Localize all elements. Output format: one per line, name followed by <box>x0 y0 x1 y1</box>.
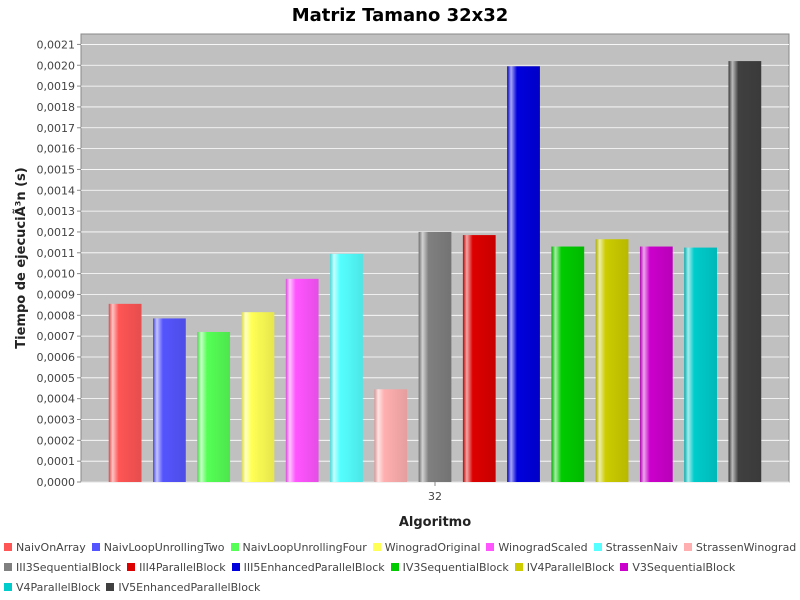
bar-III4ParallelBlock <box>462 235 496 482</box>
legend-item: III5EnhancedParallelBlock <box>231 560 385 574</box>
legend-swatch <box>593 543 602 551</box>
x-axis: 32 <box>428 482 442 503</box>
bar-V4ParallelBlock <box>684 247 717 482</box>
legend-label: IV3SequentialBlock <box>402 560 509 574</box>
legend-item: NaivLoopUnrollingFour <box>230 540 367 554</box>
bar-StrassenNaiv <box>330 253 363 482</box>
y-tick-label: 0,0006 <box>37 351 76 364</box>
x-tick-label: 32 <box>428 490 442 503</box>
y-tick-label: 0,0018 <box>37 101 76 114</box>
legend-label: V4ParallelBlock <box>16 580 101 594</box>
legend-swatch <box>390 563 399 571</box>
chart-title: Matriz Tamano 32x32 <box>292 5 509 26</box>
legend-swatch <box>514 563 523 571</box>
bar-IV4ParallelBlock <box>595 239 629 482</box>
legend-item: WinogradScaled <box>486 540 588 554</box>
y-axis-label: Tiempo de ejecuciÃ³n (s) <box>13 167 29 348</box>
legend-label: NaivLoopUnrollingFour <box>242 540 367 554</box>
bar-WinogradOriginal <box>241 312 275 482</box>
x-axis-label: Algoritmo <box>399 515 471 530</box>
y-tick-label: 0,0001 <box>37 455 76 468</box>
y-tick-label: 0,0007 <box>37 330 76 343</box>
legend-swatch <box>620 563 629 571</box>
bar-III3SequentialBlock <box>418 231 452 482</box>
bar-NaivLoopUnrollingTwo <box>153 318 186 482</box>
legend-item: III3SequentialBlock <box>4 561 121 574</box>
legend-label: V3SequentialBlock <box>632 560 736 574</box>
y-tick-label: 0,0003 <box>37 413 76 426</box>
y-tick-label: 0,0014 <box>37 184 76 197</box>
y-tick-label: 0,0005 <box>37 372 76 385</box>
legend-label: III4ParallelBlock <box>139 560 226 574</box>
legend-item: V4ParallelBlock <box>4 581 100 594</box>
y-tick-label: 0,0010 <box>37 268 76 281</box>
bar-III5EnhancedParallelBlock <box>507 66 540 483</box>
legend-swatch <box>230 543 239 551</box>
legend-label: StrassenNaiv <box>605 540 678 554</box>
bars <box>108 61 762 483</box>
legend-item: StrassenNaiv <box>593 540 678 554</box>
bar-NaivOnArray <box>108 303 142 482</box>
legend-item: NaivOnArray <box>4 541 86 554</box>
bar-IV5EnhancedParallelBlock <box>728 61 762 482</box>
legend-swatch <box>372 543 381 551</box>
legend-label: III3SequentialBlock <box>16 560 122 574</box>
y-tick-label: 0,0000 <box>37 476 76 489</box>
y-tick-label: 0,0020 <box>37 59 76 72</box>
y-tick-label: 0,0019 <box>37 80 76 93</box>
bar-V3SequentialBlock <box>639 246 673 482</box>
legend-swatch <box>127 563 136 571</box>
bar-WinogradScaled <box>285 278 319 482</box>
y-tick-label: 0,0016 <box>37 143 76 156</box>
legend-label: WinogradScaled <box>498 540 588 554</box>
legend-row: V4ParallelBlock IV5EnhancedParallelBlock <box>4 577 796 597</box>
legend-item: III4ParallelBlock <box>127 561 226 574</box>
legend-label: III5EnhancedParallelBlock <box>243 560 385 574</box>
legend-item: StrassenWinograd <box>683 540 797 554</box>
legend-item: WinogradOriginal <box>372 540 481 554</box>
legend-swatch <box>4 583 12 591</box>
y-tick-label: 0,0008 <box>37 309 76 322</box>
legend-label: WinogradOriginal <box>384 540 481 554</box>
legend-label: StrassenWinograd <box>695 540 797 554</box>
legend-item: IV4ParallelBlock <box>514 560 615 574</box>
y-tick-label: 0,0004 <box>37 393 76 406</box>
legend-swatch <box>231 563 240 571</box>
y-tick-label: 0,0013 <box>37 205 76 218</box>
y-tick-label: 0,0021 <box>37 38 76 51</box>
bar-StrassenWinograd <box>374 389 408 482</box>
legend-swatch <box>91 543 100 551</box>
legend-swatch <box>106 583 115 591</box>
legend-swatch <box>683 543 692 551</box>
y-tick-label: 0,0015 <box>37 163 76 176</box>
bar-NaivLoopUnrollingFour <box>197 331 231 482</box>
bar-IV3SequentialBlock <box>551 246 585 482</box>
legend-label: IV5EnhancedParallelBlock <box>118 580 261 594</box>
legend-item: NaivLoopUnrollingTwo <box>91 540 225 554</box>
legend-label: IV4ParallelBlock <box>526 560 615 574</box>
legend-row: NaivOnArray NaivLoopUnrollingTwo NaivLoopU… <box>4 537 796 557</box>
legend-swatch <box>4 563 12 571</box>
y-tick-label: 0,0002 <box>37 434 76 447</box>
y-tick-label: 0,0017 <box>37 122 76 135</box>
legend-item: V3SequentialBlock <box>620 561 735 574</box>
legend-swatch <box>4 543 12 551</box>
legend-row: III3SequentialBlock III4ParallelBlock III5… <box>4 557 796 577</box>
legend-label: NaivLoopUnrollingTwo <box>103 540 225 554</box>
y-tick-label: 0,0011 <box>37 247 76 260</box>
y-tick-label: 0,0012 <box>37 226 76 239</box>
legend-label: NaivOnArray <box>16 540 86 554</box>
y-axis: 0,0000 0,0001 0,0002 0,0003 0,0004 0,0005 0,00… <box>37 38 81 489</box>
legend-item: IV3SequentialBlock <box>390 560 509 574</box>
legend-item: IV5EnhancedParallelBlock <box>106 581 260 594</box>
legend-swatch <box>486 543 495 551</box>
legend: NaivOnArray NaivLoopUnrollingTwo NaivLoopU… <box>4 537 796 597</box>
y-tick-label: 0,0009 <box>37 288 76 301</box>
